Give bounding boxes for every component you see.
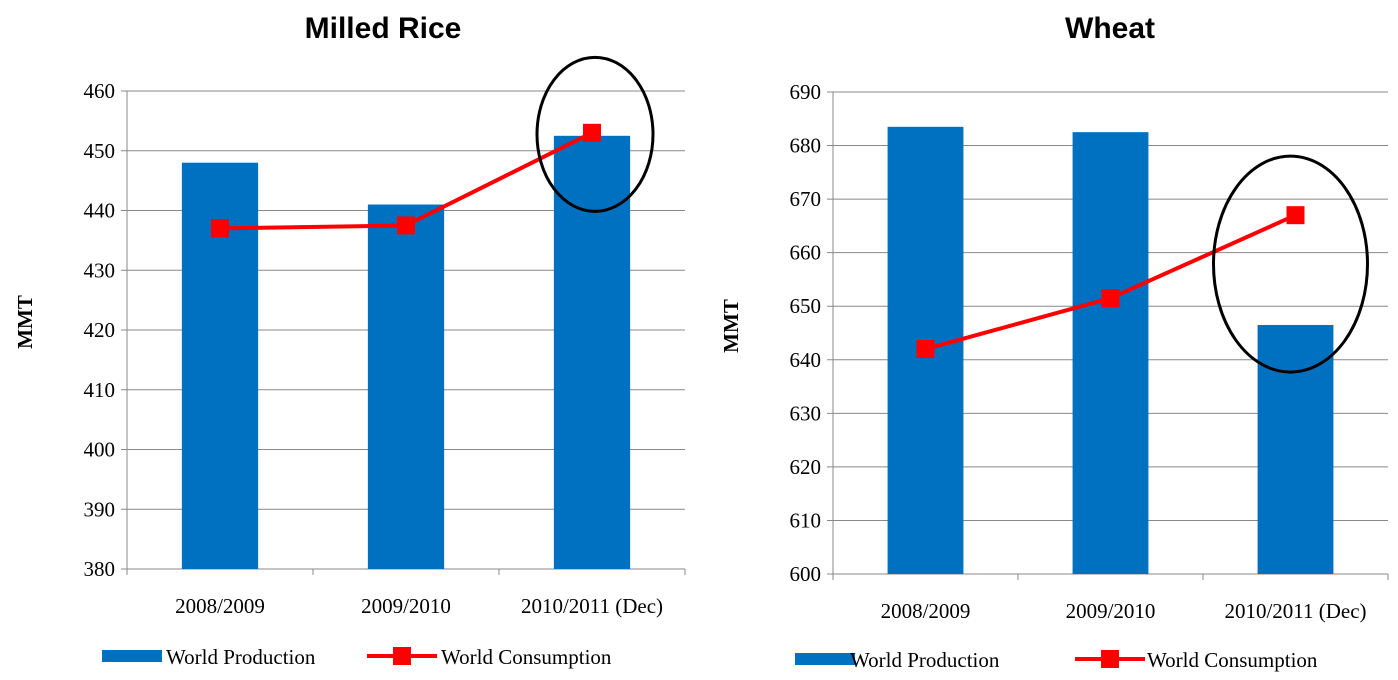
legend-consumption-label: World Consumption	[1147, 648, 1318, 672]
x-category-label: 2009/2010	[1066, 599, 1156, 623]
y-tick-label: 460	[84, 79, 116, 103]
production-bar	[1257, 324, 1334, 574]
y-tick-label: 440	[84, 199, 116, 223]
legend-production-label: World Production	[166, 645, 316, 669]
legend-consumption-label: World Consumption	[441, 645, 612, 669]
legend-production-swatch	[795, 653, 855, 665]
y-tick-label: 380	[84, 557, 116, 581]
consumption-point	[1101, 289, 1120, 308]
y-tick-label: 450	[84, 139, 116, 163]
consumption-point	[583, 123, 601, 142]
y-tick-label: 680	[790, 134, 822, 158]
y-tick-label: 620	[790, 455, 822, 479]
consumption-point	[916, 340, 935, 359]
production-bar	[1072, 132, 1149, 574]
rice-chart: Milled Rice 380 390 400 410 420 430 440 450 460 20…	[13, 12, 686, 669]
chart-title: Wheat	[1065, 12, 1155, 45]
wheat-chart: Wheat 600 610 620 630 640 650 660 670 680 690 2008/…	[719, 12, 1389, 672]
x-category-label: 2008/2009	[175, 594, 265, 618]
y-tick-label: 640	[790, 348, 822, 372]
y-tick-label: 390	[84, 497, 116, 521]
y-tick-label: 430	[84, 258, 116, 282]
y-axis-label: MMT	[13, 295, 37, 349]
consumption-point	[211, 219, 229, 238]
consumption-point	[397, 216, 415, 235]
legend-production-swatch	[102, 650, 162, 662]
y-tick-label: 670	[790, 187, 822, 211]
legend-consumption-marker	[393, 647, 411, 665]
highlight-ellipse	[535, 55, 655, 213]
production-bar	[367, 204, 445, 569]
y-tick-label: 610	[790, 508, 822, 532]
legend-consumption-marker	[1101, 650, 1119, 668]
y-tick-label: 630	[790, 401, 822, 425]
production-bar	[553, 135, 631, 569]
legend-production-label: World Production	[850, 648, 1000, 672]
chart-title: Milled Rice	[305, 12, 462, 45]
y-tick-label: 650	[790, 294, 822, 318]
x-category-label: 2009/2010	[361, 594, 451, 618]
y-tick-label: 420	[84, 318, 116, 342]
y-tick-label: 410	[84, 378, 116, 402]
y-tick-label: 690	[790, 80, 822, 104]
y-tick-label: 400	[84, 438, 116, 462]
y-axis-label: MMT	[719, 299, 743, 353]
x-category-label: 2010/2011 (Dec)	[521, 594, 663, 618]
y-tick-label: 660	[790, 241, 822, 265]
y-tick-label: 600	[790, 562, 822, 586]
x-category-label: 2010/2011 (Dec)	[1224, 599, 1366, 623]
highlight-ellipse	[1212, 154, 1369, 374]
consumption-point	[1286, 206, 1305, 225]
x-category-label: 2008/2009	[881, 599, 971, 623]
